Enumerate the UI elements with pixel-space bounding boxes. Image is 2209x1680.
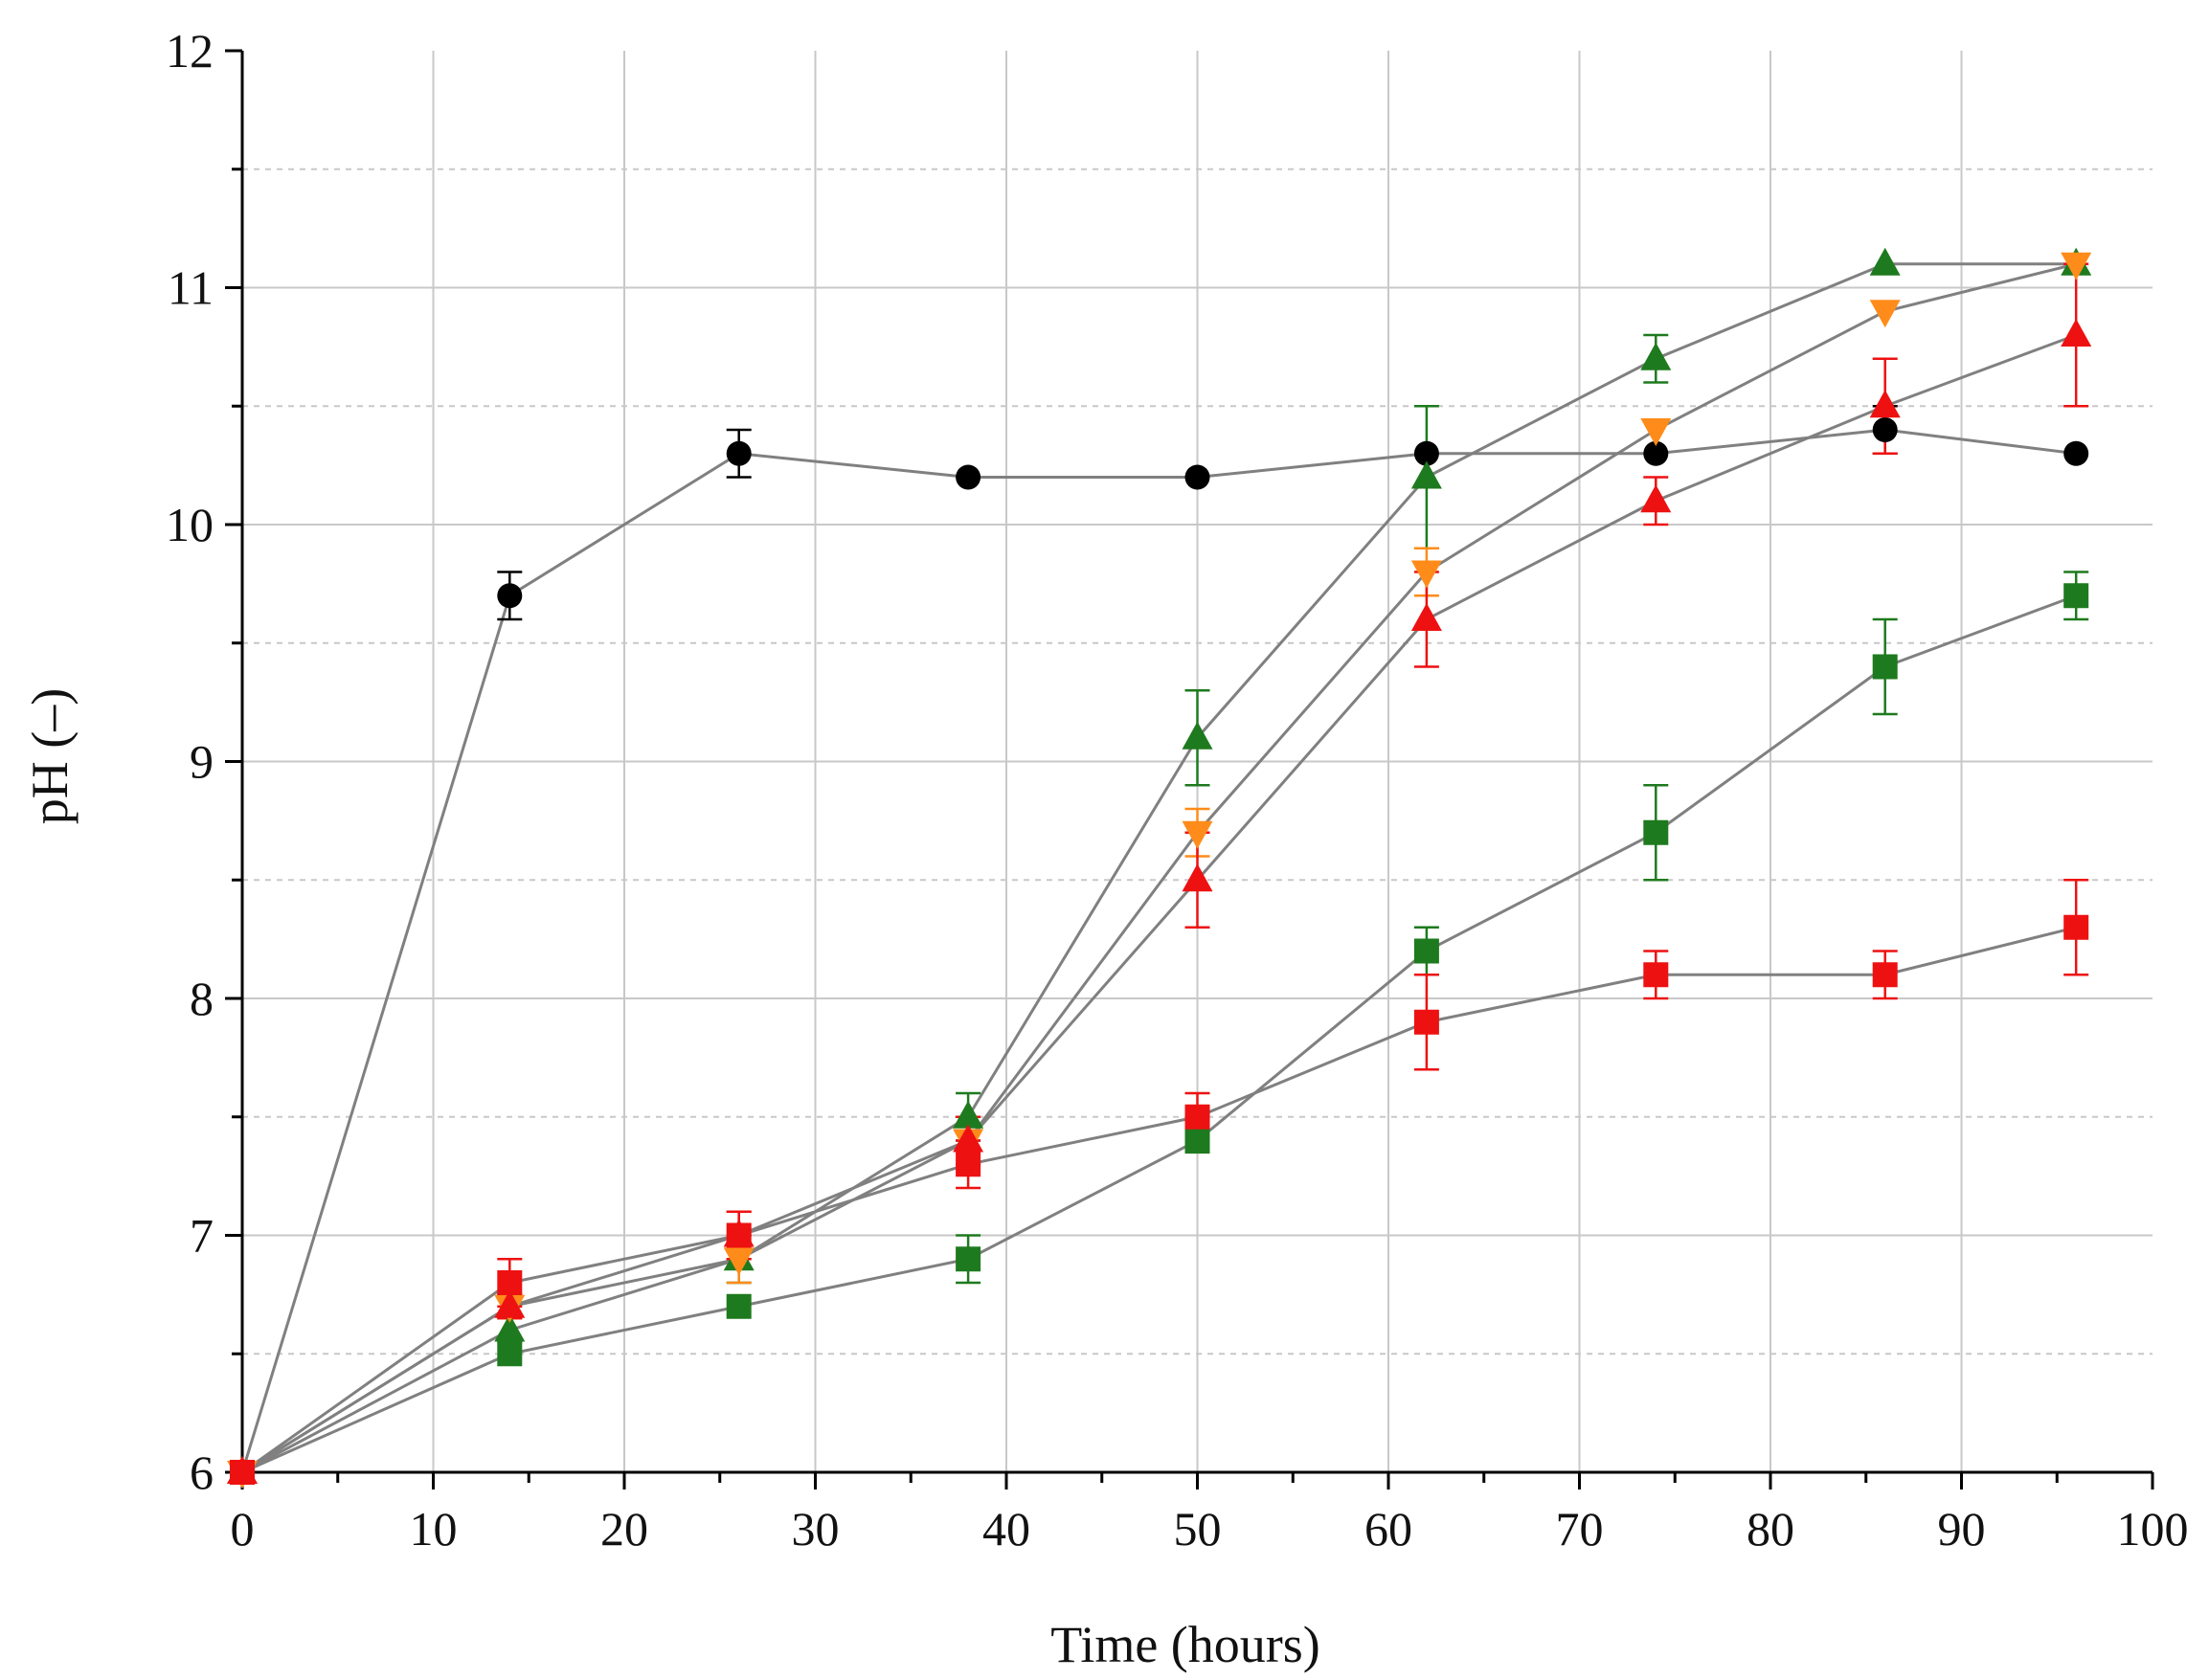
data-point: [1182, 721, 1213, 750]
axes: [225, 49, 2154, 1490]
x-tick-label: 60: [1364, 1502, 1412, 1556]
data-point: [2061, 252, 2092, 280]
data-point: [2063, 440, 2089, 466]
data-point: [1872, 962, 1898, 988]
tick-labels: 0 10 20 30 40 50 60 70 80 90 100 6 7 8 9 10 11 12: [166, 24, 2189, 1556]
data-point: [1182, 820, 1213, 849]
x-tick-label: 100: [2117, 1502, 2189, 1556]
data-point: [1410, 460, 1442, 489]
data-point: [1413, 1009, 1439, 1035]
data-point: [1872, 654, 1898, 680]
data-point: [497, 583, 523, 609]
series-line-5: [241, 926, 2077, 1474]
y-tick-label: 6: [190, 1445, 214, 1499]
error-bars: [497, 262, 2089, 1344]
data-point: [2063, 914, 2089, 940]
data-point: [1643, 440, 1669, 466]
data-point: [956, 1152, 981, 1177]
data-point: [1184, 1104, 1210, 1130]
data-point: [1413, 938, 1439, 964]
y-tick-label: 10: [166, 498, 214, 551]
data-point: [230, 1460, 255, 1485]
data-point: [2061, 319, 2092, 347]
data-point: [1640, 342, 1672, 370]
data-point: [953, 1100, 984, 1129]
data-point: [2063, 583, 2089, 609]
data-point: [1182, 863, 1213, 892]
data-point: [1869, 390, 1901, 418]
data-point: [953, 1124, 984, 1153]
data-point: [956, 1246, 981, 1272]
data-point: [1869, 247, 1901, 276]
data-point: [1640, 418, 1672, 446]
data-point: [1410, 603, 1442, 631]
x-tick-label: 70: [1556, 1502, 1604, 1556]
data-point: [1184, 464, 1210, 490]
data-point: [494, 1289, 526, 1318]
data-point: [723, 1247, 755, 1276]
data-point: [1872, 417, 1898, 442]
y-tick-label: 12: [166, 24, 214, 78]
y-axis-title: pH (–): [21, 688, 79, 824]
y-tick-label: 9: [190, 735, 214, 789]
y-tick-label: 7: [190, 1209, 214, 1263]
x-tick-label: 90: [1938, 1502, 1986, 1556]
data-point: [726, 440, 752, 466]
y-tick-label: 11: [168, 261, 214, 315]
data-point: [1643, 819, 1669, 845]
data-point: [1643, 962, 1669, 988]
x-tick-label: 10: [410, 1502, 458, 1556]
x-tick-label: 80: [1747, 1502, 1794, 1556]
data-point: [1413, 440, 1439, 466]
data-markers: [227, 247, 2092, 1489]
data-point: [1184, 1128, 1210, 1154]
data-point: [1869, 300, 1901, 328]
data-point: [726, 1222, 752, 1248]
x-tick-label: 0: [231, 1502, 255, 1556]
data-point: [497, 1270, 523, 1295]
data-point: [497, 1341, 523, 1367]
y-tick-label: 8: [190, 972, 214, 1025]
data-point: [494, 1313, 526, 1342]
data-point: [956, 464, 981, 490]
data-point: [1640, 484, 1672, 513]
x-tick-label: 40: [982, 1502, 1030, 1556]
data-point: [726, 1293, 752, 1319]
x-tick-label: 20: [600, 1502, 648, 1556]
x-tick-label: 50: [1174, 1502, 1222, 1556]
x-axis-title: Time (hours): [1050, 1616, 1320, 1673]
data-point: [1410, 560, 1442, 589]
x-tick-label: 30: [792, 1502, 840, 1556]
